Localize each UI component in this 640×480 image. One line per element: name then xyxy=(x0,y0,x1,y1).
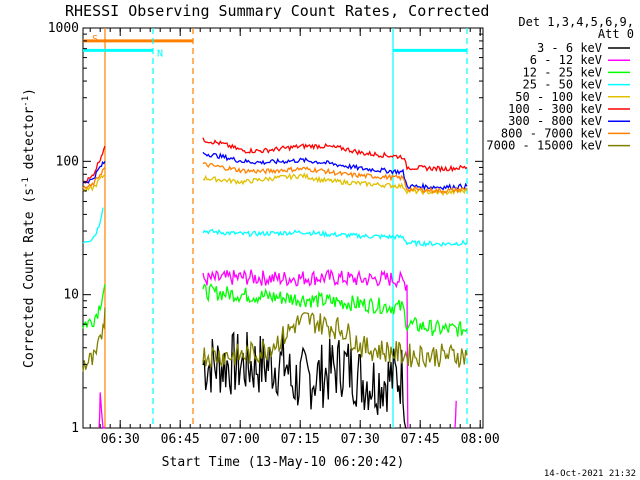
legend-label: 12 - 25 keV xyxy=(523,65,602,79)
series-line xyxy=(202,151,468,191)
legend-label: 7000 - 15000 keV xyxy=(486,139,602,153)
series-line xyxy=(82,283,106,329)
legend-label: 25 - 50 keV xyxy=(523,78,602,92)
legend-label: 300 - 800 keV xyxy=(508,114,602,128)
legend-label: 50 - 100 keV xyxy=(515,90,602,104)
legend-header-detectors: Det 1,3,4,5,6,9, xyxy=(518,15,634,29)
series-line xyxy=(202,312,468,368)
y-axis-label-mid: detector xyxy=(22,107,37,178)
y-tick-label: 10 xyxy=(63,288,79,303)
series-line xyxy=(82,207,104,244)
x-tick-label: 07:30 xyxy=(341,432,380,447)
x-tick-label: 06:45 xyxy=(161,432,200,447)
y-tick-label: 100 xyxy=(56,154,79,169)
series-line xyxy=(202,283,468,337)
plot-frame xyxy=(82,27,484,429)
footer-date: 14-Oct-2021 21:32 xyxy=(544,469,636,479)
series-line xyxy=(82,173,106,193)
series-lines xyxy=(82,137,468,430)
series-line xyxy=(82,166,106,189)
y-axis-label-end: ) xyxy=(22,88,37,96)
y-axis-label-sup1: -1 xyxy=(21,177,31,188)
x-tick-label: 07:00 xyxy=(221,432,260,447)
chart-title: RHESSI Observing Summary Count Rates, Co… xyxy=(65,2,489,20)
legend-header-attenuator: Att 0 xyxy=(598,27,634,41)
marker-label: S xyxy=(92,34,98,45)
y-tick-label: 1000 xyxy=(48,21,79,36)
series-line xyxy=(454,400,457,429)
y-axis-label-sup2: -1 xyxy=(21,96,31,107)
x-tick-label: 07:45 xyxy=(401,432,440,447)
axes: 1 10 100 1000 06:30 06:45 07:00 07:15 07:30 07:45… xyxy=(48,21,500,447)
series-line xyxy=(202,228,468,248)
x-axis-label: Start Time (13-May-10 06:20:42) xyxy=(162,455,405,470)
x-tick-label: 08:00 xyxy=(461,432,500,447)
x-tick-label: 06:30 xyxy=(101,432,140,447)
series-line xyxy=(202,162,468,195)
series-line xyxy=(202,172,468,197)
y-axis-label-main: Corrected Count Rate (s xyxy=(22,188,37,368)
plot-area xyxy=(82,27,484,429)
legend-label: 3 - 6 keV xyxy=(537,41,602,55)
series-line xyxy=(202,137,468,174)
legend-label: 100 - 300 keV xyxy=(508,102,602,116)
marker-label: N xyxy=(157,48,163,59)
legend-label: 800 - 7000 keV xyxy=(501,126,602,140)
y-tick-label: 1 xyxy=(71,421,79,436)
series-line xyxy=(202,268,409,429)
series-line xyxy=(98,392,106,430)
series-line xyxy=(82,307,106,372)
legend-label: 6 - 12 keV xyxy=(530,53,602,67)
x-tick-label: 07:15 xyxy=(281,432,320,447)
marker-lines: SN xyxy=(83,28,468,428)
y-axis-label: Corrected Count Rate (s-1 detector-1) xyxy=(21,88,37,368)
